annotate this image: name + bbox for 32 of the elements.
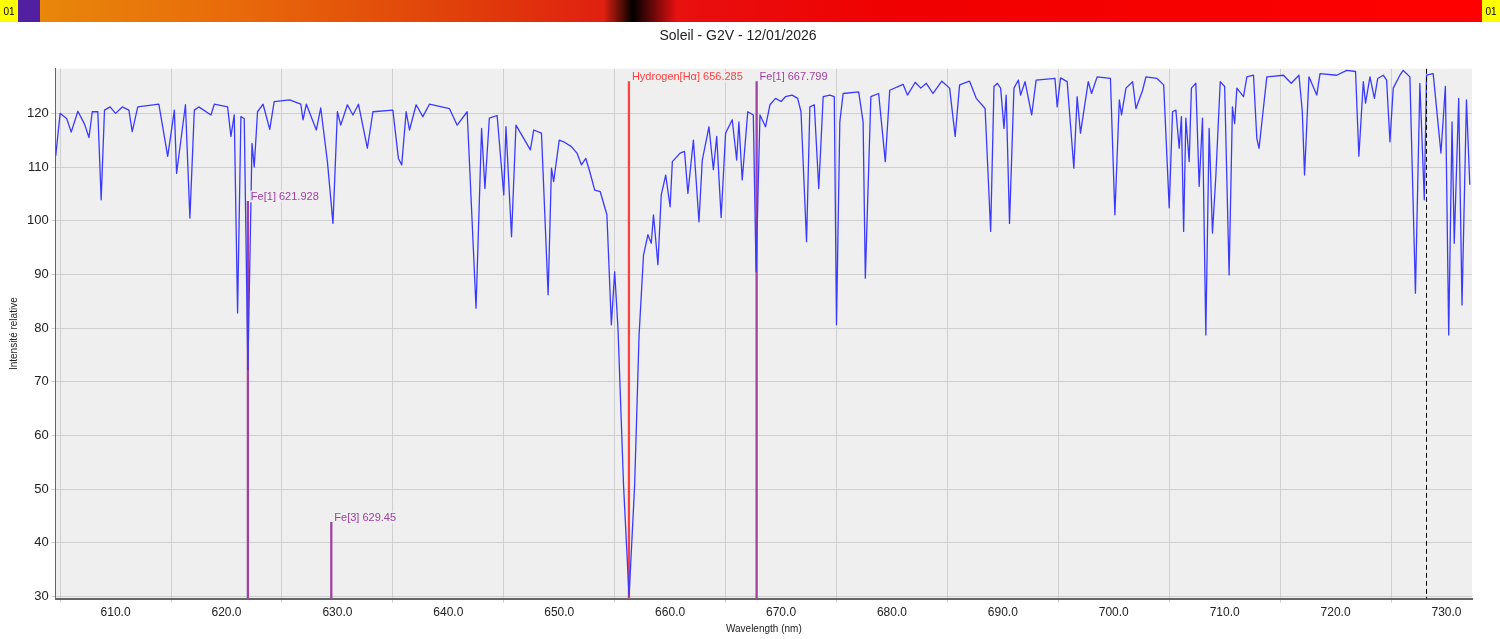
text: 01 <box>0 0 18 22</box>
x-tick-label: 670.0 <box>766 605 797 620</box>
y-tick-label: 30 <box>34 588 49 604</box>
annotation: Fe[1] 667.799 <box>759 70 828 83</box>
annotation: Fe[1] 621.928 <box>250 189 319 202</box>
y-tick-label: 50 <box>34 480 49 496</box>
x-tick-label: 660.0 <box>655 605 686 620</box>
x-tick-label: 720.0 <box>1320 605 1351 620</box>
x-tick-label: 730.0 <box>1431 605 1462 620</box>
x-tick-label: 690.0 <box>987 605 1019 620</box>
chart-title: Soleil - G2V - 12/01/2026 <box>659 27 817 44</box>
y-tick-label: 80 <box>34 319 49 335</box>
y-tick-label: 100 <box>26 212 49 228</box>
x-tick-label: 700.0 <box>1098 605 1130 620</box>
x-tick-label: 630.0 <box>322 605 353 620</box>
x-tick-label: 650.0 <box>544 605 575 620</box>
x-tick-label: 710.0 <box>1209 605 1241 620</box>
y-tick-label: 110 <box>27 158 49 174</box>
y-tick-label: 120 <box>26 104 49 120</box>
annotation: Hydrogen[Hα] 656.285 <box>631 70 743 83</box>
y-tick-label: 40 <box>34 534 49 550</box>
x-tick-label: 610.0 <box>100 605 131 620</box>
y-axis-title: Intensité relative <box>7 296 19 371</box>
y-tick-label: 70 <box>34 373 49 389</box>
y-tick-label: 90 <box>34 265 49 281</box>
x-tick-label: 680.0 <box>876 605 908 620</box>
annotation: Fe[3] 629.45 <box>334 510 397 523</box>
x-tick-label: 620.0 <box>211 605 242 620</box>
x-axis-title: Wavelength (nm) <box>725 622 802 634</box>
y-tick-label: 60 <box>34 427 49 442</box>
x-tick-label: 640.0 <box>433 605 464 620</box>
text: 01 <box>1482 0 1500 22</box>
